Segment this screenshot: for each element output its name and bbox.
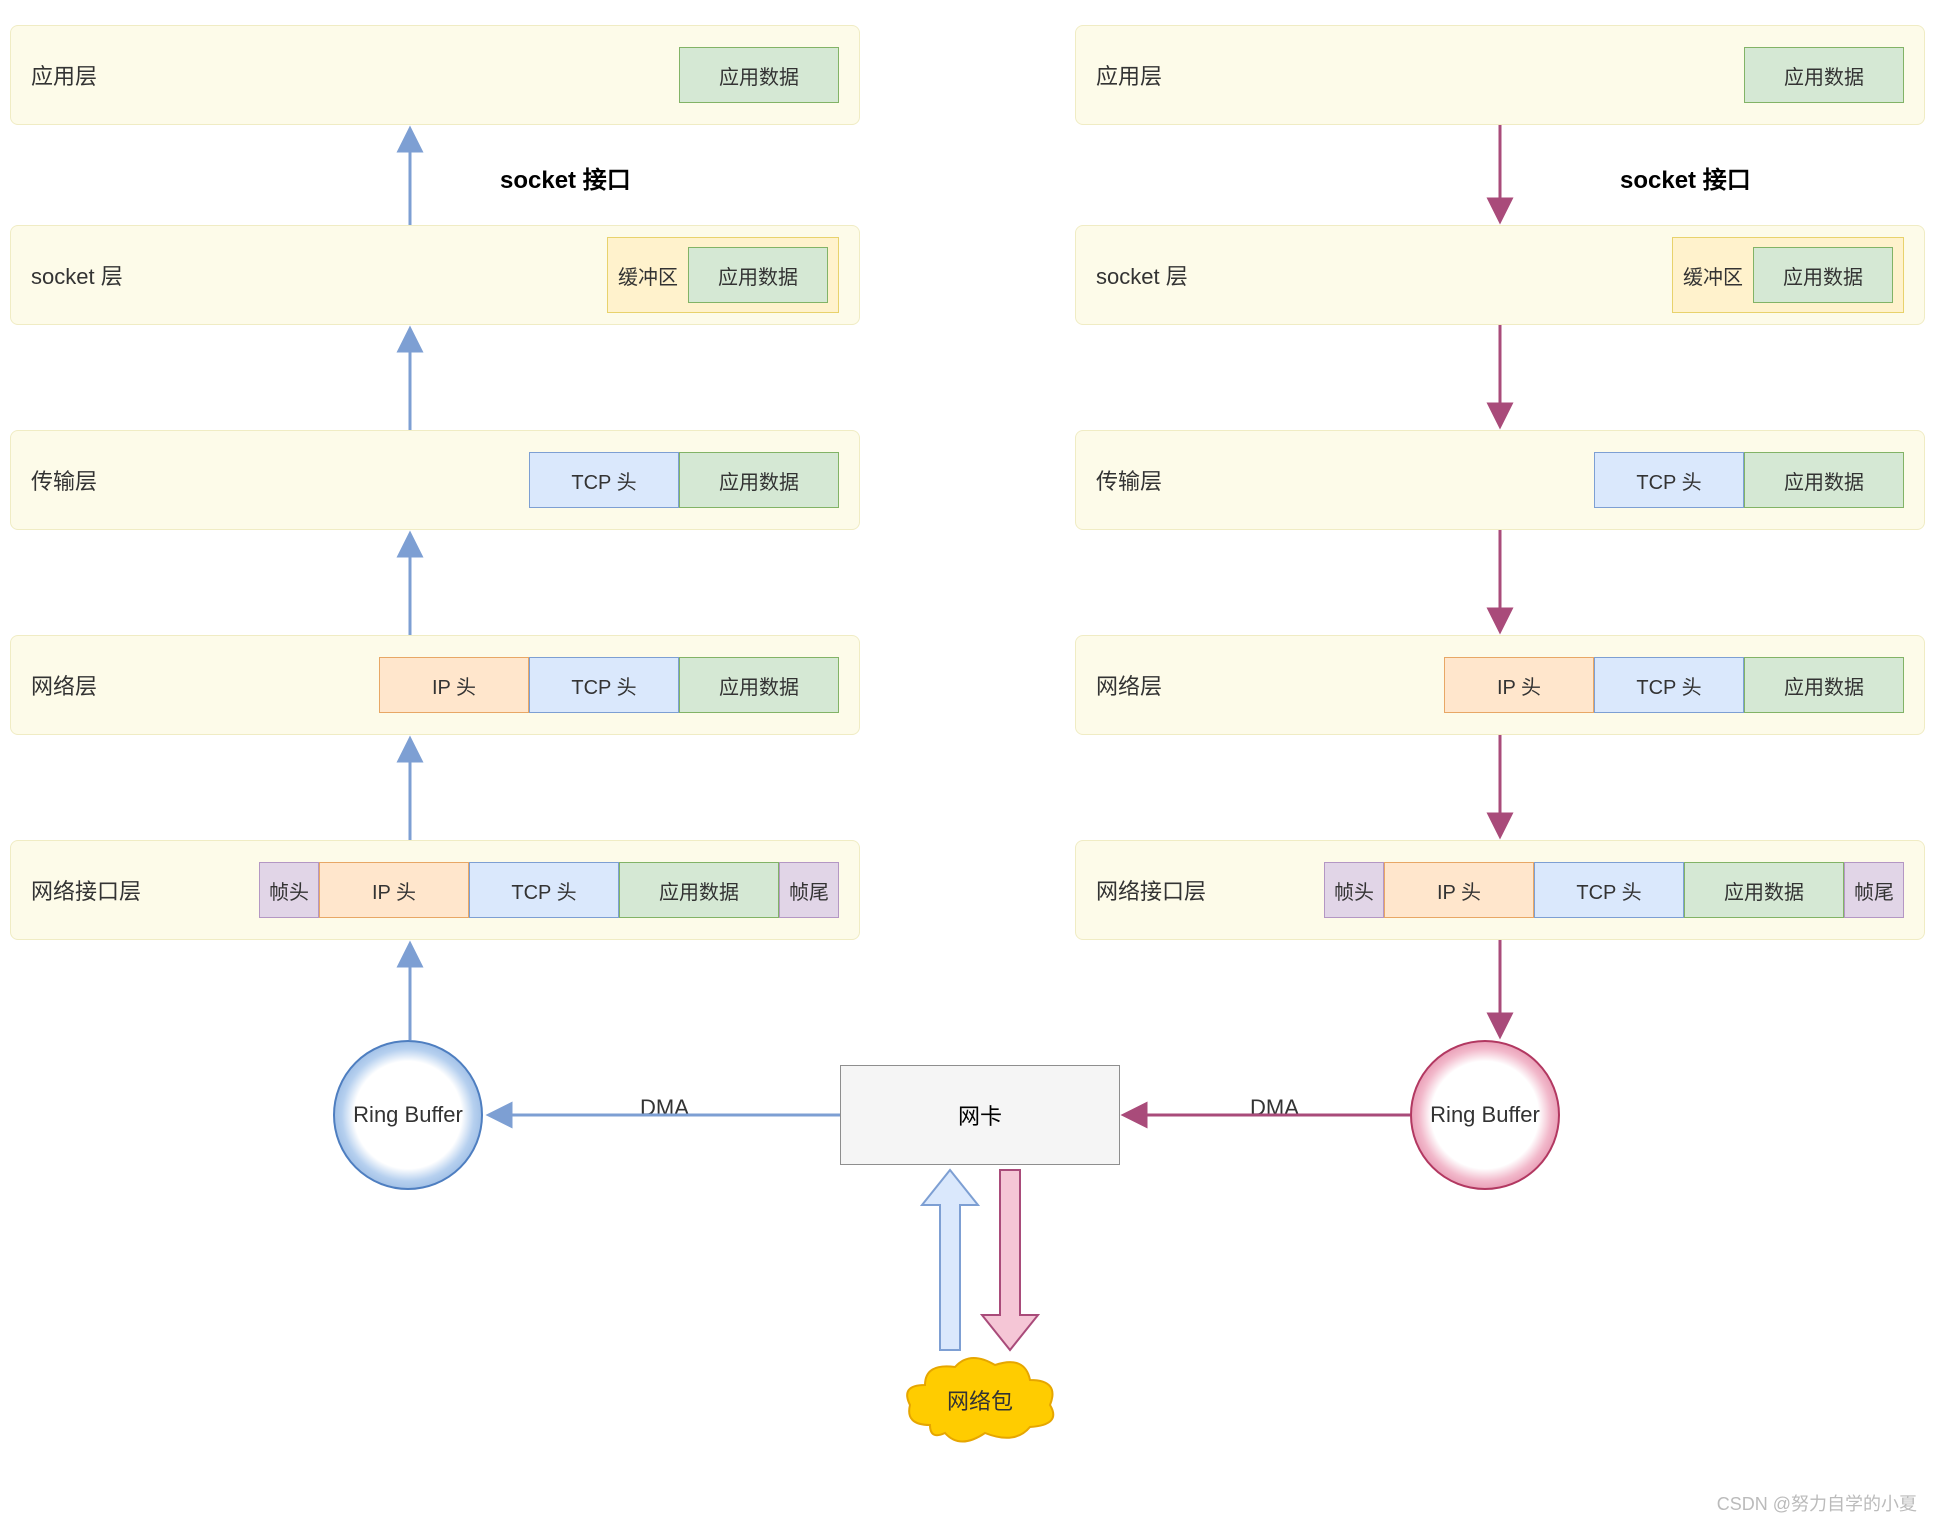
ring-label: Ring Buffer — [353, 1102, 463, 1128]
watermark: CSDN @努力自学的小夏 — [1717, 1490, 1917, 1516]
layer-label: 网络接口层 — [31, 874, 141, 906]
seg-appdata: 应用数据 — [679, 47, 839, 103]
buffer-box: 缓冲区 应用数据 — [607, 237, 839, 313]
right-network-layer: 网络层 IP 头 TCP 头 应用数据 — [1075, 635, 1925, 735]
right-socket-layer: socket 层 缓冲区 应用数据 — [1075, 225, 1925, 325]
seg-tcp: TCP 头 — [1534, 862, 1684, 918]
seg-appdata: 应用数据 — [619, 862, 779, 918]
buffer-label: 缓冲区 — [618, 261, 678, 290]
seg-appdata: 应用数据 — [688, 247, 828, 303]
seg-tcp: TCP 头 — [529, 657, 679, 713]
right-app-layer: 应用层 应用数据 — [1075, 25, 1925, 125]
seg-appdata: 应用数据 — [1744, 452, 1904, 508]
layer-label: 应用层 — [31, 59, 141, 91]
right-link-layer: 网络接口层 帧头 IP 头 TCP 头 应用数据 帧尾 — [1075, 840, 1925, 940]
ring-label: Ring Buffer — [1430, 1102, 1540, 1128]
seg-ip: IP 头 — [379, 657, 529, 713]
buffer-label: 缓冲区 — [1683, 261, 1743, 290]
seg-ip: IP 头 — [1444, 657, 1594, 713]
dma-label-right: DMA — [1250, 1095, 1299, 1121]
seg-appdata: 应用数据 — [1684, 862, 1844, 918]
buffer-box: 缓冲区 应用数据 — [1672, 237, 1904, 313]
layer-label: socket 层 — [1096, 259, 1206, 291]
layer-label: 网络层 — [1096, 669, 1206, 701]
seg-appdata: 应用数据 — [679, 657, 839, 713]
seg-frametail: 帧尾 — [1844, 862, 1904, 918]
seg-frametail: 帧尾 — [779, 862, 839, 918]
left-network-layer: 网络层 IP 头 TCP 头 应用数据 — [10, 635, 860, 735]
left-link-layer: 网络接口层 帧头 IP 头 TCP 头 应用数据 帧尾 — [10, 840, 860, 940]
layer-label: 网络接口层 — [1096, 874, 1206, 906]
cloud: 网络包 — [900, 1355, 1060, 1445]
seg-tcp: TCP 头 — [469, 862, 619, 918]
layer-label: 传输层 — [1096, 464, 1206, 496]
seg-framehead: 帧头 — [1324, 862, 1384, 918]
right-transport-layer: 传输层 TCP 头 应用数据 — [1075, 430, 1925, 530]
left-app-layer: 应用层 应用数据 — [10, 25, 860, 125]
dma-label-left: DMA — [640, 1095, 689, 1121]
nic-label: 网卡 — [958, 1099, 1002, 1131]
layer-label: 传输层 — [31, 464, 141, 496]
left-transport-layer: 传输层 TCP 头 应用数据 — [10, 430, 860, 530]
left-socket-layer: socket 层 缓冲区 应用数据 — [10, 225, 860, 325]
seg-appdata: 应用数据 — [679, 452, 839, 508]
seg-appdata: 应用数据 — [1744, 47, 1904, 103]
seg-tcp: TCP 头 — [529, 452, 679, 508]
left-socket-interface-label: socket 接口 — [500, 160, 631, 195]
seg-tcp: TCP 头 — [1594, 657, 1744, 713]
seg-tcp: TCP 头 — [1594, 452, 1744, 508]
seg-ip: IP 头 — [319, 862, 469, 918]
left-ring-buffer: Ring Buffer — [333, 1040, 483, 1190]
seg-appdata: 应用数据 — [1744, 657, 1904, 713]
seg-ip: IP 头 — [1384, 862, 1534, 918]
seg-appdata: 应用数据 — [1753, 247, 1893, 303]
layer-label: 应用层 — [1096, 59, 1206, 91]
seg-framehead: 帧头 — [259, 862, 319, 918]
nic-box: 网卡 — [840, 1065, 1120, 1165]
right-ring-buffer: Ring Buffer — [1410, 1040, 1560, 1190]
layer-label: socket 层 — [31, 259, 141, 291]
cloud-label: 网络包 — [947, 1384, 1013, 1416]
right-socket-interface-label: socket 接口 — [1620, 160, 1751, 195]
layer-label: 网络层 — [31, 669, 141, 701]
